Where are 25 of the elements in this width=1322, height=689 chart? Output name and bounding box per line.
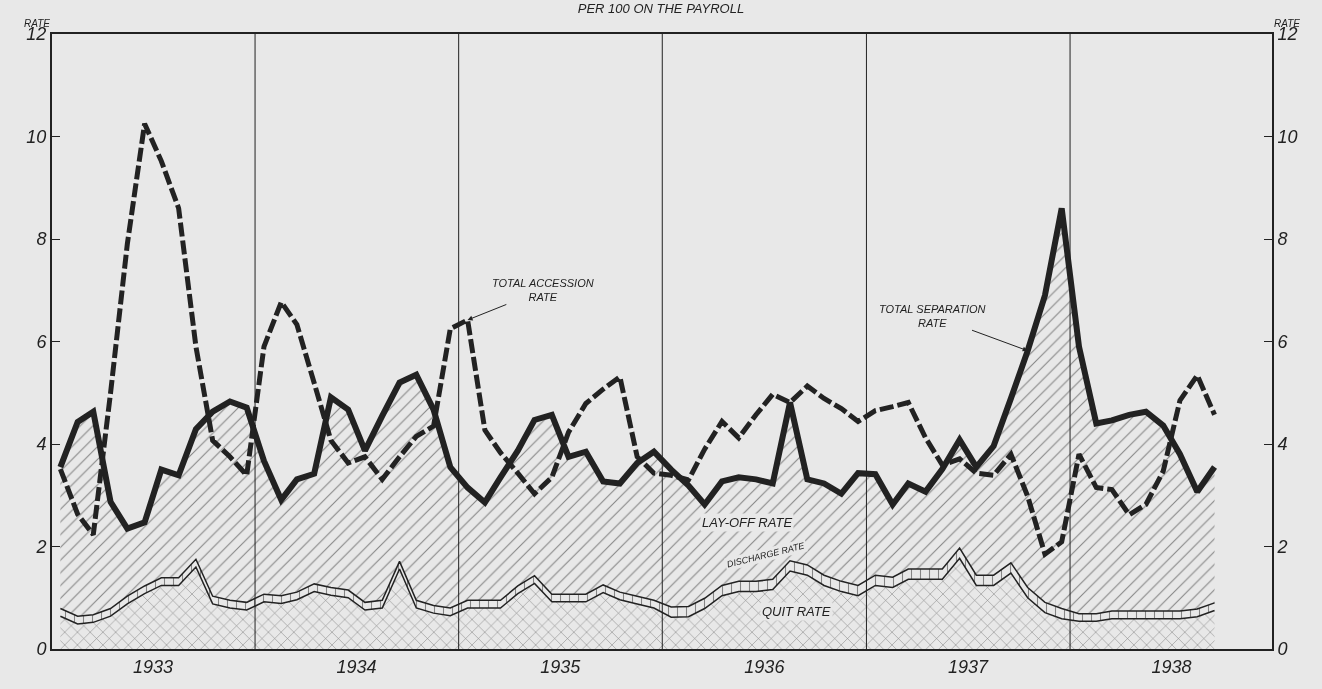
x-tick-label: 1933 [132,656,173,677]
series-label: QUIT RATE [762,604,831,619]
annotation: TOTAL ACCESSION RATE [492,277,594,304]
y-tick-label: 8 [36,229,47,250]
x-tick-label: 1937 [947,656,989,677]
y2-tick-label: 6 [1277,331,1289,352]
series-label: LAY-OFF RATE [702,515,793,530]
y2-tick-label: 2 [1276,536,1288,557]
y2-axis-title: RATE [1274,18,1301,29]
x-tick-label: 1934 [336,656,377,677]
x-tick-label: 1936 [744,656,786,677]
y2-tick-label: 4 [1277,434,1288,455]
y-axis-title: RATE [24,18,51,29]
y2-tick-label: 0 [1277,639,1288,660]
y-tick-label: 0 [36,639,47,660]
x-tick-label: 1938 [1151,656,1192,677]
y-tick-label: 4 [36,434,47,455]
y-tick-label: 6 [36,331,48,352]
x-tick-label: 1935 [540,656,582,677]
y-tick-label: 2 [35,536,47,557]
y2-tick-label: 8 [1277,229,1288,250]
y-tick-label: 10 [26,126,47,147]
chart-title: PER 100 ON THE PAYROLL [577,0,745,16]
y2-tick-label: 10 [1277,126,1298,147]
annotation: TOTAL SEPARATION RATE [879,303,986,330]
